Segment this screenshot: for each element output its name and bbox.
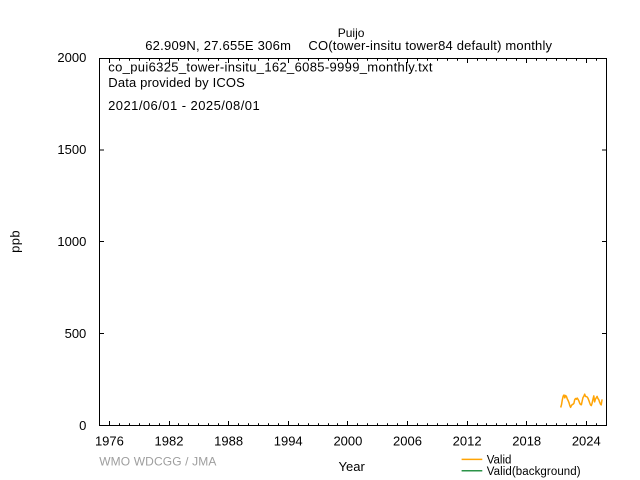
svg-text:2000: 2000 (333, 433, 362, 448)
svg-text:2006: 2006 (393, 433, 422, 448)
svg-text:2024: 2024 (572, 433, 601, 448)
svg-text:1976: 1976 (95, 433, 124, 448)
svg-text:Valid(background): Valid(background) (487, 466, 581, 478)
svg-text:62.909N, 27.655E 306m: 62.909N, 27.655E 306m (145, 38, 291, 53)
svg-text:Valid: Valid (487, 455, 512, 467)
svg-text:1994: 1994 (274, 433, 303, 448)
svg-text:500: 500 (65, 326, 87, 341)
svg-text:0: 0 (79, 418, 86, 433)
svg-text:1988: 1988 (214, 433, 243, 448)
svg-text:co_pui6325_tower-insitu_162_60: co_pui6325_tower-insitu_162_6085-9999_mo… (108, 60, 433, 75)
svg-text:Puijo: Puijo (338, 26, 365, 40)
svg-text:2018: 2018 (512, 433, 541, 448)
svg-text:1000: 1000 (57, 234, 86, 249)
svg-text:WMO WDCGG / JMA: WMO WDCGG / JMA (99, 455, 216, 469)
svg-text:Year: Year (339, 459, 366, 474)
svg-text:2021/06/01 - 2025/08/01: 2021/06/01 - 2025/08/01 (108, 98, 260, 113)
svg-text:Data provided by ICOS: Data provided by ICOS (108, 75, 245, 90)
svg-text:ppb: ppb (7, 230, 22, 253)
svg-text:1500: 1500 (57, 142, 86, 157)
svg-text:2012: 2012 (453, 433, 482, 448)
svg-text:1982: 1982 (155, 433, 184, 448)
svg-text:CO(tower-insitu tower84 defaul: CO(tower-insitu tower84 default) monthly (308, 38, 552, 53)
svg-text:2000: 2000 (57, 50, 86, 65)
